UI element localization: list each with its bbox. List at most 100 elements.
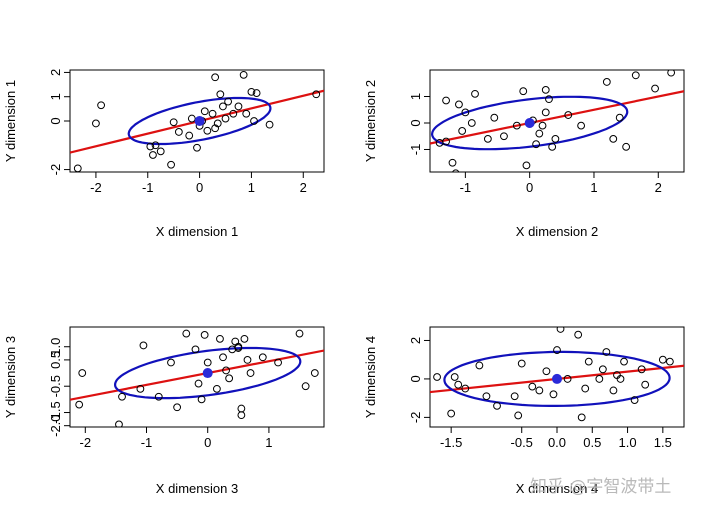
data-point xyxy=(665,357,674,366)
data-point xyxy=(450,373,459,381)
data-point xyxy=(174,128,183,136)
data-point xyxy=(237,404,246,413)
regression-line xyxy=(70,349,324,401)
y-axis-label: Y dimension 1 xyxy=(3,80,18,162)
x-tick-label: 2 xyxy=(300,180,307,195)
data-point xyxy=(637,365,646,374)
y-tick-label: -1.5 xyxy=(48,401,63,423)
data-point xyxy=(542,367,551,376)
data-point xyxy=(242,109,251,118)
x-tick-label: 2 xyxy=(655,180,662,195)
data-point xyxy=(216,334,224,343)
data-point xyxy=(216,90,225,99)
data-point xyxy=(549,390,558,399)
y-tick-label: -2 xyxy=(408,412,423,424)
data-point xyxy=(631,71,640,80)
data-point xyxy=(154,392,163,401)
centroid-point xyxy=(524,117,535,128)
data-point xyxy=(522,161,531,170)
data-point xyxy=(185,131,194,140)
data-point xyxy=(191,345,200,354)
y-axis-label: Y dimension 4 xyxy=(363,336,378,418)
data-point xyxy=(535,129,544,138)
regression-line xyxy=(430,90,684,145)
data-point xyxy=(211,124,220,133)
data-point xyxy=(455,100,463,109)
x-axis-label: X dimension 1 xyxy=(156,224,238,239)
data-point xyxy=(208,109,217,118)
data-point xyxy=(146,142,155,151)
data-point xyxy=(630,396,639,404)
data-point xyxy=(301,382,310,391)
data-point xyxy=(237,411,246,420)
x-axis-label: X dimension 3 xyxy=(156,481,238,496)
data-point xyxy=(551,134,560,143)
data-point xyxy=(651,84,659,93)
y-tick-label: 1 xyxy=(48,93,63,100)
data-point xyxy=(514,411,523,420)
data-point xyxy=(609,386,618,395)
data-point xyxy=(234,342,243,351)
data-point xyxy=(118,392,126,401)
data-point xyxy=(219,102,227,111)
y-tick-label: -1 xyxy=(408,144,423,156)
data-point xyxy=(483,134,492,143)
watermark: 知乎 @宇智波带土 xyxy=(530,477,671,497)
data-point xyxy=(243,355,252,364)
data-point xyxy=(609,134,618,143)
y-tick-label: 0 xyxy=(48,117,63,124)
data-point xyxy=(667,70,676,77)
data-point xyxy=(167,358,175,367)
data-point xyxy=(240,334,249,343)
data-point xyxy=(187,114,196,123)
x-tick-label: 0.0 xyxy=(548,435,566,450)
confidence-ellipse xyxy=(443,350,671,407)
y-tick-label: 0 xyxy=(408,375,423,382)
data-point xyxy=(265,120,274,129)
data-point xyxy=(136,384,145,393)
data-point xyxy=(581,384,590,393)
data-point xyxy=(213,119,222,128)
data-point xyxy=(528,382,537,391)
x-tick-label: 1 xyxy=(265,435,272,450)
data-point xyxy=(556,327,565,333)
x-tick-label: 0 xyxy=(204,435,211,450)
data-point xyxy=(442,137,450,146)
data-point xyxy=(475,361,484,370)
data-point xyxy=(500,132,508,141)
x-tick-label: -2 xyxy=(90,180,102,195)
data-point xyxy=(139,341,148,350)
data-point xyxy=(78,369,87,377)
x-tick-label: 1 xyxy=(590,180,597,195)
data-point xyxy=(493,401,501,410)
confidence-ellipse xyxy=(127,96,272,146)
data-point xyxy=(538,121,547,130)
confidence-ellipse xyxy=(430,95,629,151)
plot-frame xyxy=(429,69,685,173)
data-point xyxy=(194,379,203,388)
data-point xyxy=(156,147,165,156)
data-point xyxy=(247,87,256,96)
x-tick-label: -1 xyxy=(142,180,154,195)
data-point xyxy=(250,117,258,125)
panel-4: X dimension 4 Y dimension 4 -1.5 -0.5 0.0 0… xyxy=(363,326,685,496)
data-point xyxy=(252,89,261,97)
data-point xyxy=(203,358,212,367)
y-tick-label: -2 xyxy=(48,164,63,176)
data-point xyxy=(149,151,157,159)
data-point xyxy=(541,85,550,94)
data-point xyxy=(73,164,82,172)
data-point xyxy=(519,87,528,96)
panel-2: X dimension 2 Y dimension 2 -1 0 1 2 -1 0 1 xyxy=(363,69,685,239)
y-axis-label: Y dimension 3 xyxy=(3,336,18,418)
data-point xyxy=(482,392,491,401)
data-point xyxy=(598,365,607,374)
data-point xyxy=(471,89,479,98)
data-point xyxy=(602,348,611,356)
data-point xyxy=(229,109,238,118)
data-point xyxy=(620,357,628,366)
x-tick-label: 1.0 xyxy=(619,435,637,450)
data-point xyxy=(75,400,84,409)
data-point xyxy=(442,96,450,105)
